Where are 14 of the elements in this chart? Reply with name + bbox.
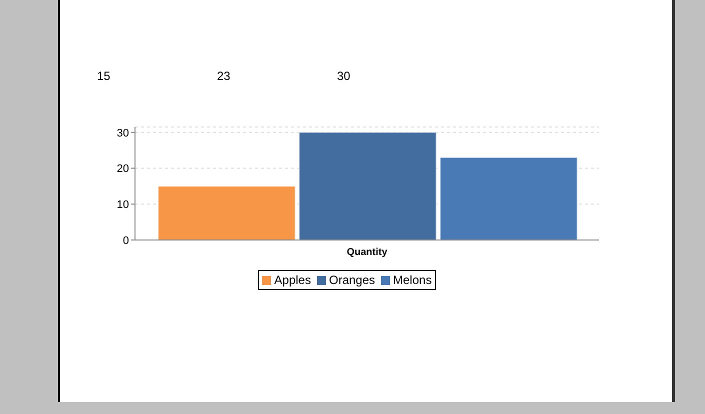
bar	[298, 132, 437, 240]
legend-label: Melons	[392, 273, 432, 287]
text: 23	[217, 69, 230, 83]
bar	[440, 156, 578, 240]
bar	[158, 186, 296, 240]
text: 30	[337, 69, 350, 83]
text: 15	[97, 69, 110, 83]
legend-label: Oranges	[328, 273, 376, 287]
y-tick-label: 10	[116, 199, 129, 212]
x-tick-label: Quantity	[346, 247, 388, 258]
legend-label: Apples	[273, 273, 311, 287]
y-tick-label: 0	[122, 234, 129, 247]
y-tick-label: 30	[116, 127, 129, 140]
y-tick-label: 20	[116, 163, 129, 176]
